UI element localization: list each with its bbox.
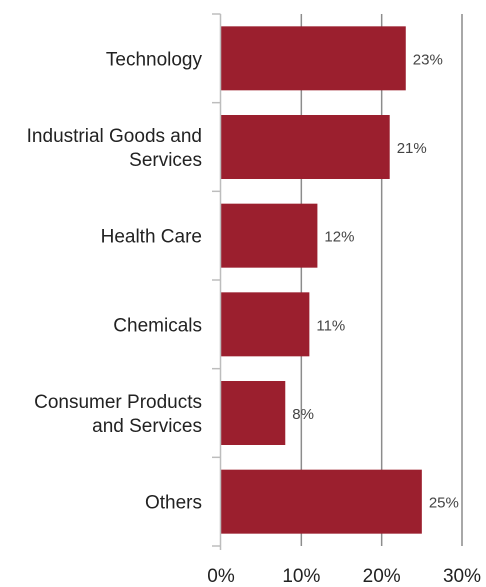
bar-1 [221, 115, 390, 179]
x-tick-labels: 0% 10% 20% 30% [207, 566, 481, 587]
data-labels: 23% 21% 12% 11% 8% 25% [292, 51, 459, 511]
category-label-4-line-1: and Services [92, 416, 202, 437]
category-labels: Technology Industrial Goods and Services He… [27, 49, 203, 513]
x-tick-label-30: 30% [443, 566, 481, 587]
x-tick-label-10: 10% [282, 566, 320, 587]
category-label-4-line-0: Consumer Products [34, 392, 202, 413]
bar-5 [221, 469, 422, 534]
x-tick-label-0: 0% [207, 566, 235, 587]
data-label-1: 21% [397, 140, 427, 157]
category-label-0-line-0: Technology [106, 49, 203, 70]
data-label-0: 23% [413, 51, 443, 68]
bar-4 [221, 381, 286, 445]
grid-lines [300, 14, 463, 546]
bar-0 [221, 26, 406, 91]
bar-3 [221, 292, 310, 357]
bar-2 [221, 203, 318, 268]
data-label-2: 12% [324, 229, 354, 246]
category-label-2-line-0: Health Care [101, 227, 202, 248]
category-label-1-line-0: Industrial Goods and [27, 126, 202, 147]
data-label-5: 25% [429, 495, 459, 512]
x-tick-label-20: 20% [363, 566, 401, 587]
bars [221, 26, 422, 534]
category-label-3-line-0: Chemicals [113, 315, 202, 336]
category-label-5-line-0: Others [145, 493, 202, 514]
category-label-1-line-1: Services [129, 150, 202, 171]
data-label-4: 8% [292, 406, 314, 423]
data-label-3: 11% [316, 317, 345, 334]
category-axis [212, 13, 222, 550]
